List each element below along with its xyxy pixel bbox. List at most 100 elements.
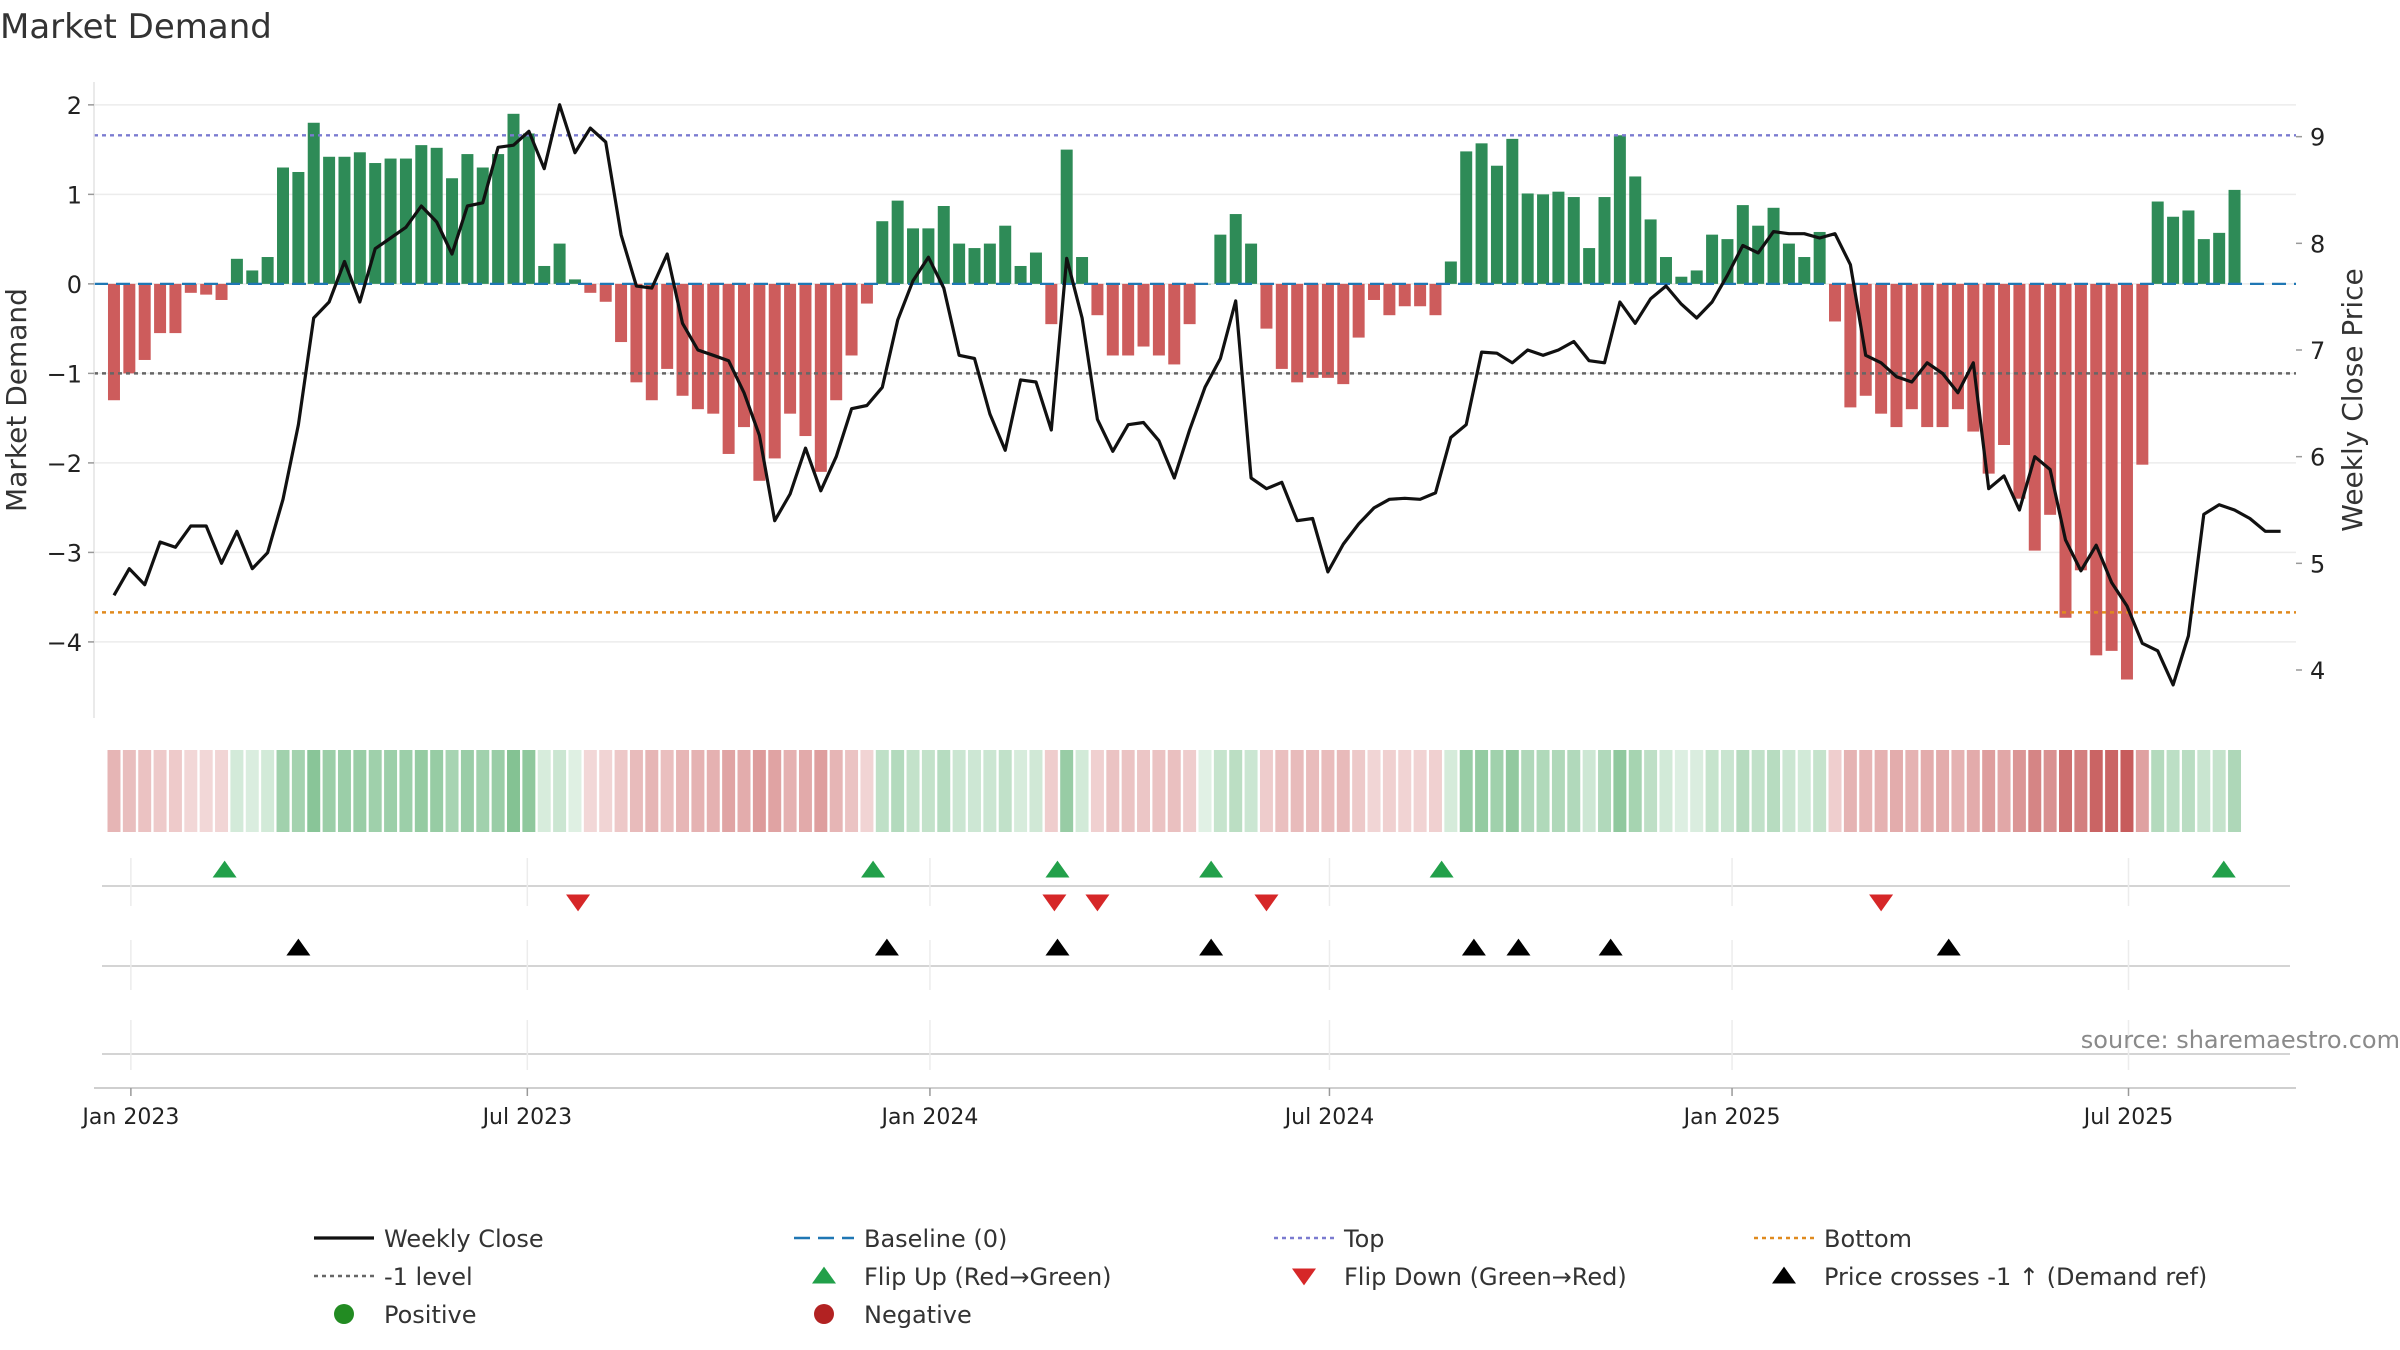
legend-item: -1 level <box>314 1263 473 1291</box>
heat-cell <box>983 750 997 832</box>
heat-cell <box>1613 750 1627 832</box>
legend-label: Bottom <box>1824 1225 1912 1253</box>
heat-cell <box>1674 750 1688 832</box>
demand-bar <box>1721 239 1734 284</box>
demand-bar <box>876 221 889 284</box>
heat-cell <box>768 750 782 832</box>
demand-bar <box>2044 283 2057 515</box>
demand-bar <box>1429 283 1442 316</box>
heat-cell <box>645 750 659 832</box>
demand-bar <box>830 283 843 401</box>
demand-bar <box>2228 189 2241 284</box>
axes: −4 −3 −2 −1 0 1 2 4 5 6 7 8 9 Market Demand Weekly Clo… <box>0 82 2369 718</box>
demand-bar <box>1122 283 1135 356</box>
heat-cell <box>845 750 859 832</box>
demand-bar <box>691 283 704 410</box>
demand-bar <box>845 283 858 356</box>
heat-cell <box>1659 750 1673 832</box>
y-tick-label: 0 <box>67 271 82 299</box>
heat-cell <box>891 750 905 832</box>
legend-item: Weekly Close <box>314 1225 544 1253</box>
demand-bar <box>1337 283 1350 385</box>
demand-bar <box>369 163 382 284</box>
demand-bar <box>107 283 120 401</box>
heat-cell <box>1413 750 1427 832</box>
demand-bar <box>1152 283 1165 356</box>
demand-bar <box>2167 216 2180 284</box>
heat-cell <box>1137 750 1151 832</box>
heat-cell <box>583 750 597 832</box>
demand-bar <box>753 283 766 481</box>
heat-cell <box>1229 750 1243 832</box>
heat-cell <box>1367 750 1381 832</box>
heat-cell <box>153 750 167 832</box>
y2-tick-label: 5 <box>2310 550 2325 578</box>
legend-label: Flip Down (Green→Red) <box>1344 1263 1627 1291</box>
demand-bar <box>2028 283 2041 551</box>
x-tick-label: Jul 2023 <box>481 1105 573 1130</box>
heat-cell <box>1797 750 1811 832</box>
heat-cell <box>261 750 275 832</box>
heat-cell <box>1905 750 1919 832</box>
price-cross-marker <box>1199 938 1224 956</box>
demand-bar <box>123 283 136 374</box>
heat-cell <box>952 750 966 832</box>
heat-cell <box>353 750 367 832</box>
price-cross-marker <box>1461 938 1486 956</box>
heat-cell <box>1244 750 1258 832</box>
chart-title: Market Demand <box>0 7 272 47</box>
heat-cell <box>2089 750 2103 832</box>
demand-bar <box>522 133 535 284</box>
heat-cell <box>1521 750 1535 832</box>
heat-cell <box>1213 750 1227 832</box>
heat-cell <box>722 750 736 832</box>
x-tick-label: Jan 2024 <box>879 1105 978 1130</box>
demand-bar <box>154 283 167 334</box>
demand-bar <box>1029 252 1042 284</box>
heat-cell <box>1782 750 1796 832</box>
y-tick-label: 1 <box>67 181 82 209</box>
flip-down-marker <box>1042 894 1067 912</box>
heat-cell <box>1029 750 1043 832</box>
demand-bar <box>1306 283 1319 378</box>
demand-bar <box>2074 283 2087 571</box>
y2-tick-label: 6 <box>2310 444 2325 472</box>
heat-cell <box>337 750 351 832</box>
heat-cell <box>1997 750 2011 832</box>
price-cross-marker <box>1506 938 1531 956</box>
heat-cell <box>1060 750 1074 832</box>
demand-bar <box>1875 283 1888 414</box>
price-cross-marker <box>874 938 899 956</box>
heat-cell <box>660 750 674 832</box>
heat-cell <box>691 750 705 832</box>
heat-cell <box>2105 750 2119 832</box>
x-tick-label: Jul 2025 <box>2082 1105 2174 1130</box>
legend-label: Weekly Close <box>384 1225 544 1253</box>
heat-cell <box>1536 750 1550 832</box>
demand-bar <box>799 283 812 437</box>
demand-bar <box>384 158 397 284</box>
heat-cell <box>553 750 567 832</box>
heat-cell <box>1874 750 1888 832</box>
x-tick-label: Jan 2025 <box>1682 1105 1781 1130</box>
demand-bar <box>599 283 612 302</box>
heat-cell <box>291 750 305 832</box>
heat-cell <box>1936 750 1950 832</box>
demand-bar <box>338 156 351 284</box>
background-bands: Jan 2023 Jul 2023 Jan 2024 Jul 2024 Jan 2025… <box>80 858 2296 1130</box>
heat-cell <box>1459 750 1473 832</box>
heat-cell <box>476 750 490 832</box>
demand-bar <box>492 154 505 284</box>
demand-bar <box>1383 283 1396 316</box>
demand-bar <box>1998 283 2011 445</box>
demand-bar <box>1844 283 1857 408</box>
heat-cell <box>414 750 428 832</box>
heat-cell <box>599 750 613 832</box>
demand-bar <box>661 283 674 369</box>
heat-cell <box>1951 750 1965 832</box>
demand-bar <box>1552 191 1565 284</box>
demand-bar <box>1014 265 1027 284</box>
demand-bar <box>1890 283 1903 428</box>
legend-item: Negative <box>814 1301 972 1329</box>
heat-cell <box>1920 750 1934 832</box>
